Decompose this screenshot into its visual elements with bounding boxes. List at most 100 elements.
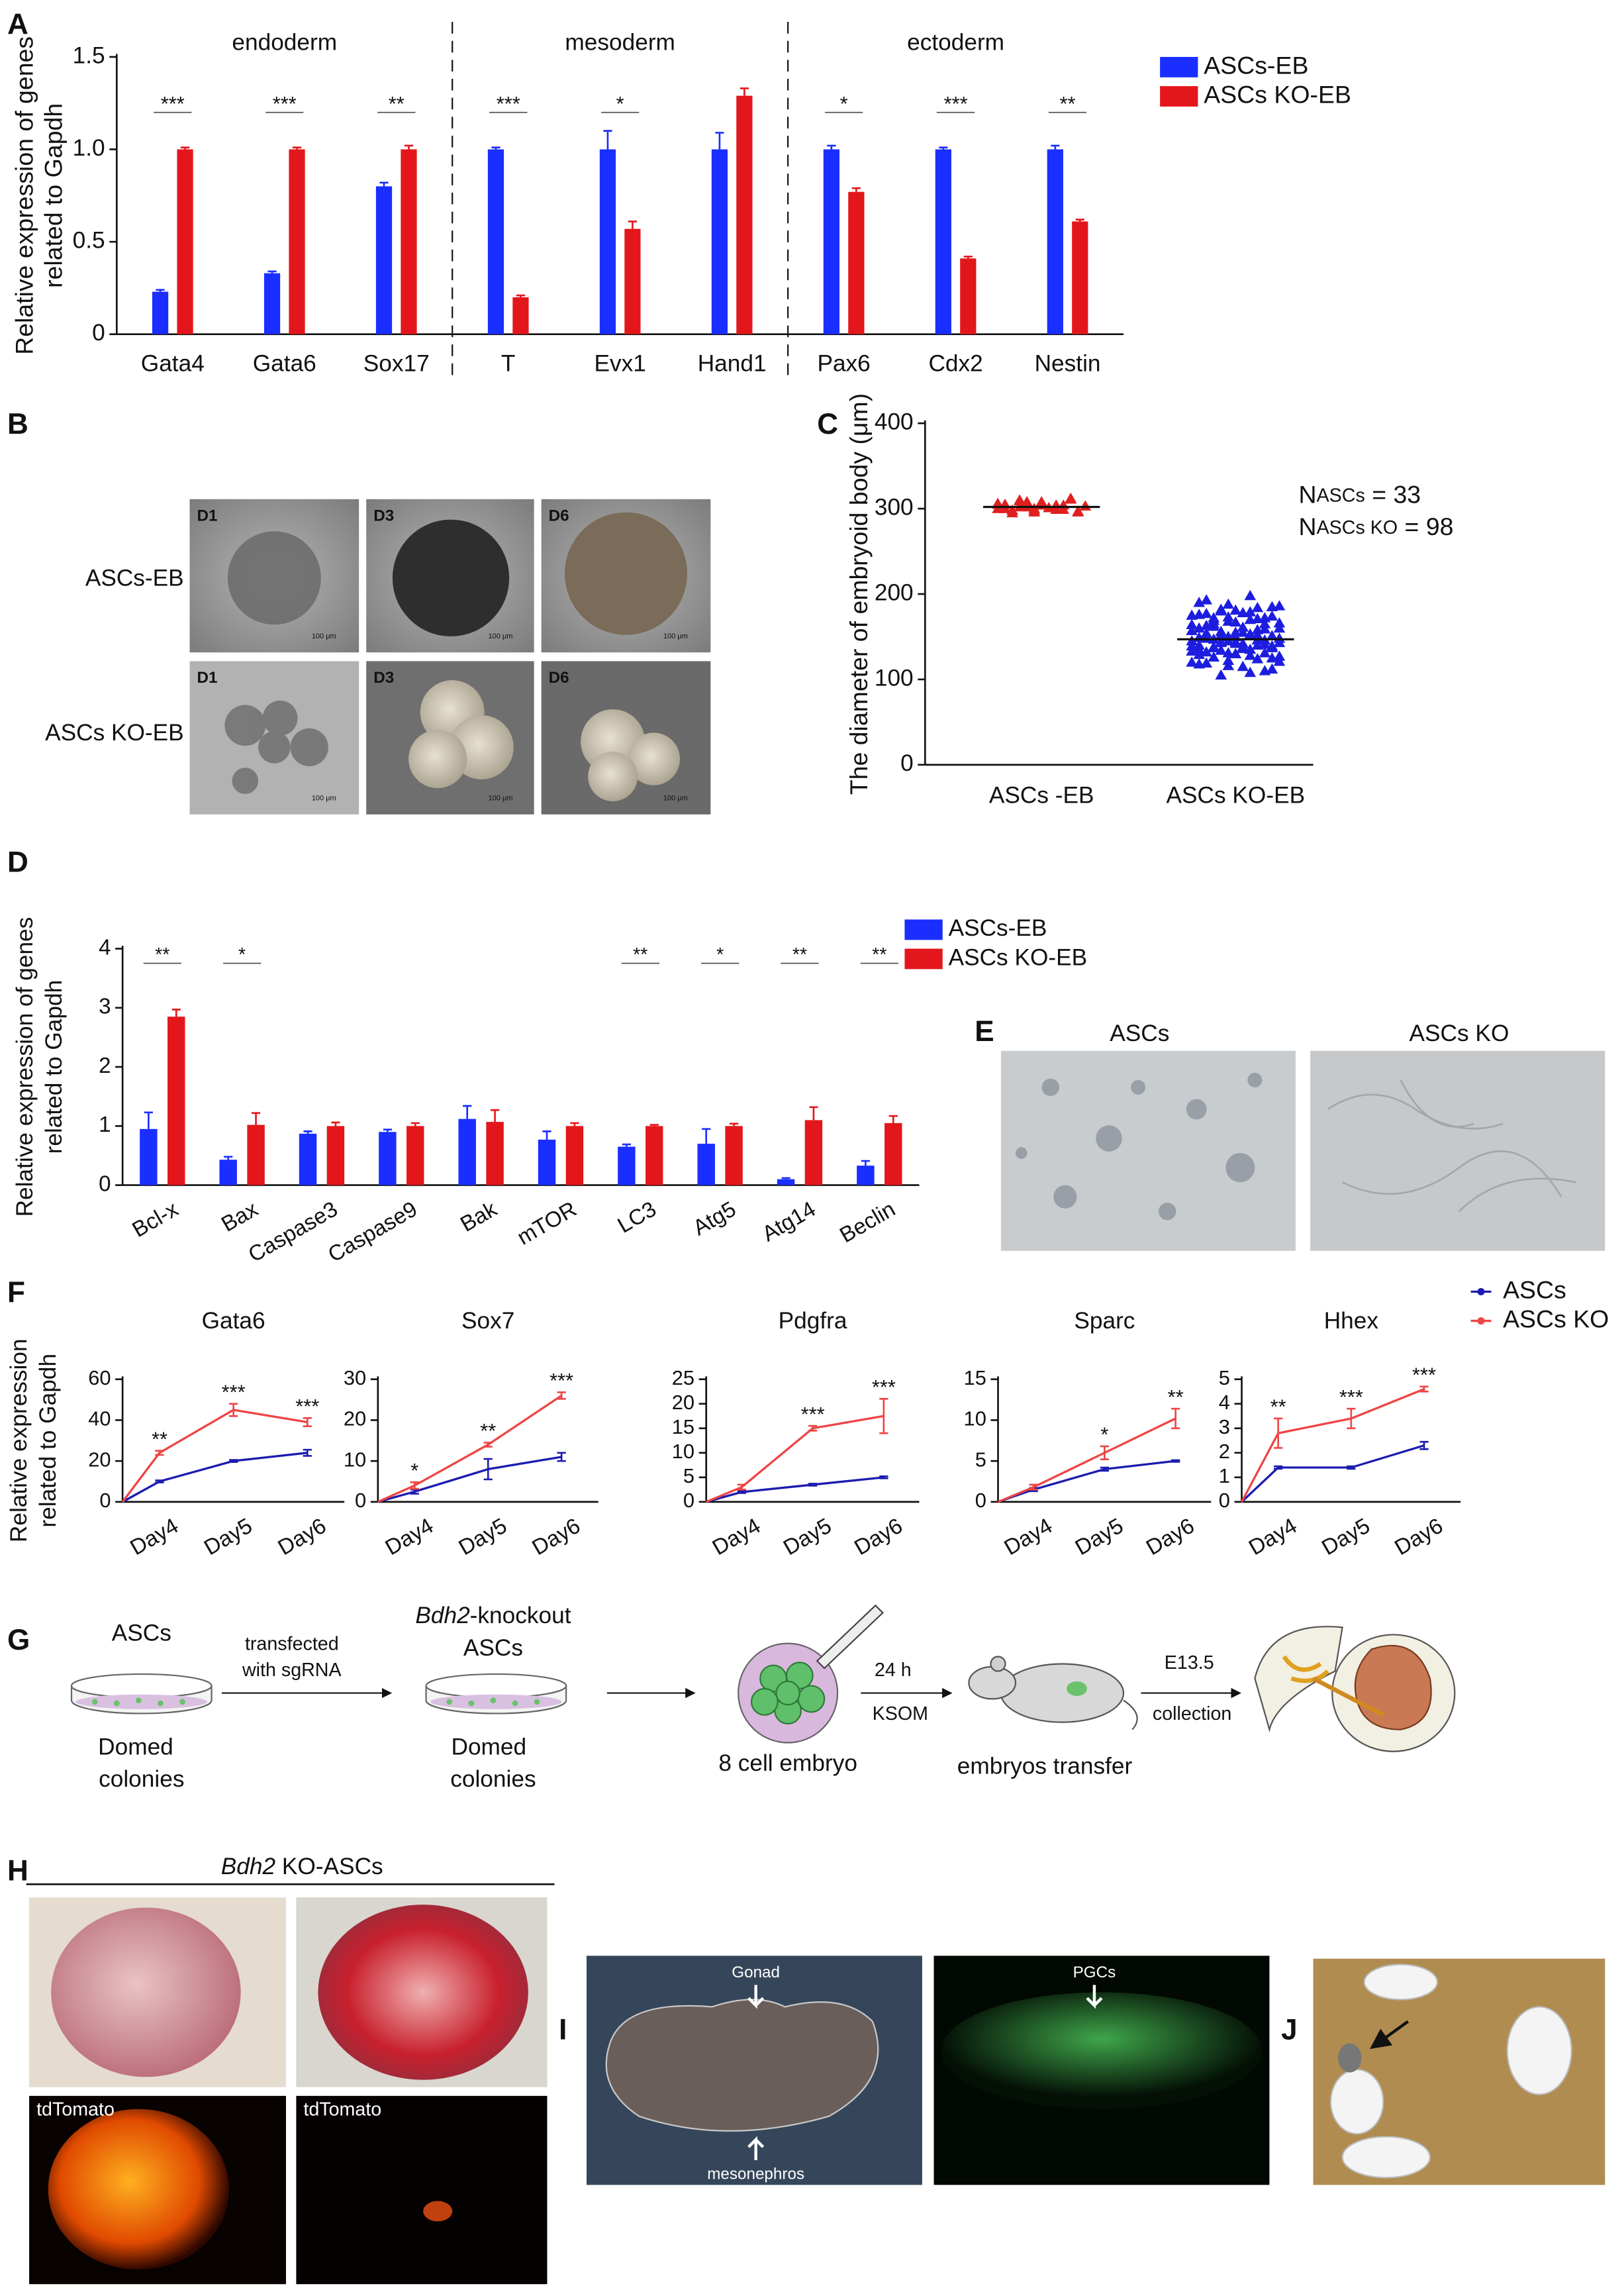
y-tick-label: 1 xyxy=(99,1113,111,1137)
x-tick-label: Day4 xyxy=(708,1514,765,1561)
error-bar xyxy=(781,1177,790,1179)
significance: * xyxy=(616,92,624,115)
x-tick-label: Day6 xyxy=(274,1514,330,1561)
bar xyxy=(645,1126,663,1185)
embryoid-body xyxy=(227,531,321,625)
bar xyxy=(804,1120,823,1185)
significance: *** xyxy=(497,92,520,115)
panel-label: A xyxy=(7,8,28,40)
significance: * xyxy=(840,92,848,115)
embryo xyxy=(738,1604,884,1744)
arrow xyxy=(1086,1985,1103,2009)
error-bar xyxy=(939,146,948,150)
annotation-subscript: ASCs KO xyxy=(1317,517,1398,538)
bar xyxy=(406,1126,424,1185)
scale-bar: 100 μm xyxy=(488,794,512,802)
x-tick-label: Cdx2 xyxy=(928,350,982,376)
error-bar xyxy=(1051,144,1060,150)
bar xyxy=(736,95,753,334)
significance: *** xyxy=(944,92,968,115)
structure-label: mesonephros xyxy=(707,2165,804,2183)
data-point xyxy=(1208,621,1220,631)
legend-label: ASCs-EB xyxy=(1204,51,1308,79)
step-label: colonies xyxy=(99,1766,184,1792)
bar xyxy=(711,149,728,334)
y-axis-label: Relative expression of genes xyxy=(11,36,38,355)
error-bar xyxy=(603,130,612,150)
error-bar xyxy=(303,1130,312,1134)
y-axis-label: Relative expression of genes xyxy=(12,917,38,1217)
error-bar xyxy=(144,1111,153,1129)
data-point xyxy=(1244,628,1257,639)
y-tick-label: 200 xyxy=(875,579,914,605)
structure-label: Gonad xyxy=(732,1964,780,1981)
data-point xyxy=(1079,500,1092,511)
y-tick-label: 60 xyxy=(88,1366,111,1389)
significance: *** xyxy=(273,92,297,115)
bar xyxy=(1072,221,1088,334)
fluorescent-embryo xyxy=(48,2109,230,2270)
legend-label: ASCs KO-EB xyxy=(949,944,1088,970)
panel-label: F xyxy=(7,1277,25,1309)
subplot-title: Hhex xyxy=(1324,1308,1379,1334)
bar xyxy=(487,149,504,334)
bar xyxy=(538,1139,556,1185)
data-point xyxy=(1259,618,1271,628)
cells xyxy=(1327,1079,1576,1213)
bar xyxy=(219,1160,237,1185)
data-point xyxy=(1200,657,1213,668)
error-bar xyxy=(628,221,638,229)
x-tick-label: Bax xyxy=(217,1197,262,1237)
error-bar xyxy=(963,256,973,259)
data-point xyxy=(1021,495,1033,507)
bar xyxy=(884,1122,902,1185)
bar xyxy=(247,1124,265,1185)
legend-swatch xyxy=(1477,1287,1485,1296)
bar xyxy=(725,1126,743,1185)
y-tick-label: 0 xyxy=(683,1489,694,1512)
data-point xyxy=(1186,656,1198,667)
x-tick-label: Day6 xyxy=(850,1514,906,1561)
step-label: embryos transfer xyxy=(957,1753,1133,1779)
bar xyxy=(140,1128,158,1185)
data-point xyxy=(1072,506,1084,517)
data-point xyxy=(1266,663,1278,674)
significance: ** xyxy=(1060,92,1076,115)
data-point xyxy=(1200,607,1213,619)
data-point xyxy=(1065,493,1077,504)
pgc-fluorescence xyxy=(941,1992,1263,2109)
data-point xyxy=(1273,656,1286,666)
y-tick-label: 0.5 xyxy=(73,227,105,253)
y-tick-label: 3 xyxy=(99,995,111,1019)
bar xyxy=(960,258,977,334)
legend-swatch xyxy=(904,919,943,940)
panel-b-photos xyxy=(189,499,711,815)
data-point xyxy=(1244,650,1257,660)
colonies xyxy=(1015,1072,1263,1220)
significance: *** xyxy=(549,1369,573,1392)
error-bar xyxy=(490,1109,500,1122)
step-label: Domed xyxy=(98,1734,173,1760)
y-axis-label: The diameter of embryoid body (μm) xyxy=(845,393,873,795)
data-point xyxy=(1186,645,1198,656)
data-point xyxy=(1193,622,1206,633)
error-bar xyxy=(570,1122,579,1126)
data-point xyxy=(1006,504,1018,515)
subplot-title: Sparc xyxy=(1074,1308,1135,1334)
photo xyxy=(1310,1050,1605,1251)
data-point xyxy=(1229,604,1242,615)
mouse xyxy=(968,1656,1138,1730)
x-tick-label: Bak xyxy=(456,1197,501,1237)
panel-label: B xyxy=(7,408,28,440)
series-line xyxy=(122,1452,308,1503)
error-bar xyxy=(851,187,861,192)
y-tick-label: 0 xyxy=(99,1489,111,1512)
annotation-subscript: ASCs xyxy=(1317,485,1365,506)
data-point xyxy=(1200,619,1213,630)
step-label: colonies xyxy=(450,1766,536,1792)
embryoid-body xyxy=(392,519,510,636)
annotation-text: = 33 xyxy=(1365,480,1421,508)
error-bar xyxy=(888,1115,898,1123)
data-point xyxy=(1237,660,1249,672)
error-bar xyxy=(729,1122,739,1126)
